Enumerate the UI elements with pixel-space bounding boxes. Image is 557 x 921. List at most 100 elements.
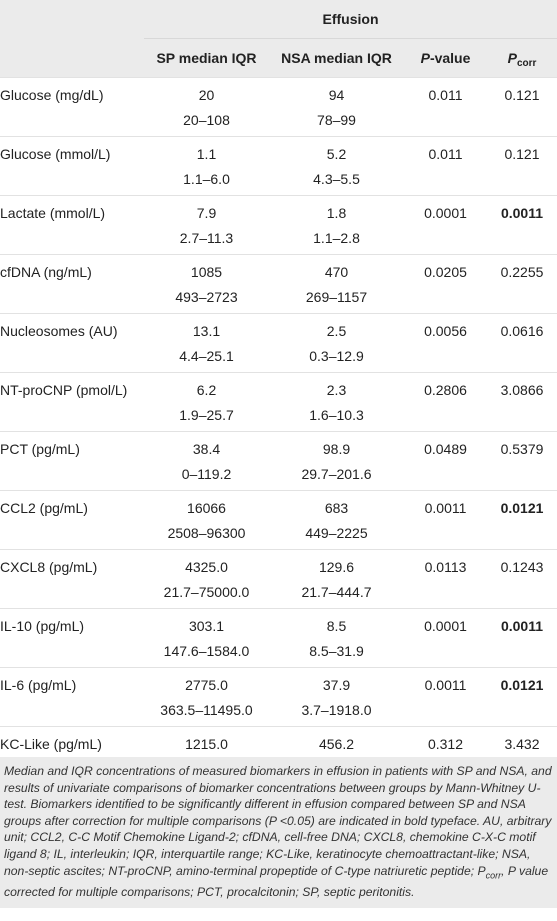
effusion-group-label: Effusion [144,0,557,39]
empty-cell [0,697,144,727]
table-row: IL-6 (pg/mL) 2775.0 37.9 0.0011 0.0121 [0,667,557,697]
empty-cell [404,461,487,491]
nsa-median: 5.2 [269,136,404,166]
nsa-median: 2.3 [269,372,404,402]
empty-cell [487,461,557,491]
sp-iqr: 4.4–25.1 [179,347,234,364]
nsa-iqr: 78–99 [317,111,356,128]
table-row-iqr: 4.4–25.1 0.3–12.9 [0,343,557,373]
sp-median: 303.1 [144,608,269,638]
nsa-iqr: 3.7–1918.0 [301,701,372,718]
empty-cell [0,343,144,373]
table-row: KC-Like (pg/mL) 1215.0 456.2 0.312 3.432 [0,726,557,756]
empty-cell [404,343,487,373]
nsa-iqr: 269–1157 [305,288,368,305]
col-header-pcorr: Pcorr [487,38,557,78]
biomarker-name: CXCL8 (pg/mL) [0,549,144,579]
column-header-row: SP median IQR NSA median IQR P-value Pco… [0,38,557,78]
empty-cell [487,402,557,432]
table-row-iqr: 493–2723 269–1157 [0,284,557,314]
biomarker-name: IL-6 (pg/mL) [0,667,144,697]
empty-cell [404,638,487,668]
p-value: 0.0011 [404,490,487,520]
p-corr-value: 0.5379 [487,431,557,461]
nsa-median: 683 [269,490,404,520]
p-value: 0.0056 [404,313,487,343]
nsa-iqr: 449–2225 [305,524,368,541]
empty-cell [487,284,557,314]
nsa-median: 98.9 [269,431,404,461]
empty-cell [0,579,144,609]
table-row: Nucleosomes (AU) 13.1 2.5 0.0056 0.0616 [0,313,557,343]
p-value: 0.0011 [404,667,487,697]
biomarker-name: NT-proCNP (pmol/L) [0,372,144,402]
sp-median: 4325.0 [144,549,269,579]
empty-cell [487,697,557,727]
empty-cell [487,225,557,255]
empty-cell [404,579,487,609]
nsa-median: 2.5 [269,313,404,343]
p-corr-value: 0.0011 [487,195,557,225]
sp-median: 2775.0 [144,667,269,697]
nsa-median: 129.6 [269,549,404,579]
col-header-sp: SP median IQR [144,38,269,78]
p-corr-value: 0.121 [487,77,557,107]
empty-cell [0,284,144,314]
p-value: 0.0205 [404,254,487,284]
col-header-nsa: NSA median IQR [269,38,404,78]
empty-cell [404,402,487,432]
empty-cell [487,579,557,609]
empty-cell [404,284,487,314]
biomarker-name: IL-10 (pg/mL) [0,608,144,638]
p-corr-value: 3.432 [487,726,557,756]
p-value: 0.011 [404,136,487,166]
p-value: 0.0113 [404,549,487,579]
p-value: 0.312 [404,726,487,756]
nsa-iqr: 1.6–10.3 [309,406,364,423]
nsa-iqr: 4.3–5.5 [313,170,360,187]
table-row: Glucose (mmol/L) 1.1 5.2 0.011 0.121 [0,136,557,166]
empty-cell [404,225,487,255]
nsa-median: 8.5 [269,608,404,638]
biomarker-table: Effusion SP median IQR NSA median IQR P-… [0,0,557,777]
table-row-iqr: 1.9–25.7 1.6–10.3 [0,402,557,432]
biomarker-name: CCL2 (pg/mL) [0,490,144,520]
empty-cell [0,107,144,137]
table-row-iqr: 147.6–1584.0 8.5–31.9 [0,638,557,668]
table-row: cfDNA (ng/mL) 1085 470 0.0205 0.2255 [0,254,557,284]
nsa-median: 456.2 [269,726,404,756]
p-corr-value: 3.0866 [487,372,557,402]
table-row-iqr: 21.7–75000.0 21.7–444.7 [0,579,557,609]
sp-iqr: 363.5–11495.0 [160,701,253,718]
p-corr-value: 0.0011 [487,608,557,638]
empty-cell [487,343,557,373]
sp-median: 7.9 [144,195,269,225]
nsa-median: 1.8 [269,195,404,225]
sp-iqr: 0–119.2 [181,465,232,482]
table-row: Glucose (mg/dL) 20 94 0.011 0.121 [0,77,557,107]
table-row-iqr: 2508–96300 449–2225 [0,520,557,550]
empty-cell [0,402,144,432]
nsa-median: 37.9 [269,667,404,697]
sp-iqr: 1.9–25.7 [179,406,234,423]
empty-cell [404,166,487,196]
biomarker-name: Glucose (mmol/L) [0,136,144,166]
sp-median: 20 [144,77,269,107]
nsa-iqr: 8.5–31.9 [309,642,364,659]
p-value: 0.0001 [404,195,487,225]
table-row: PCT (pg/mL) 38.4 98.9 0.0489 0.5379 [0,431,557,461]
sp-iqr: 2508–96300 [167,524,246,541]
p-corr-value: 0.0121 [487,490,557,520]
nsa-iqr: 0.3–12.9 [309,347,364,364]
empty-cell [404,107,487,137]
empty-cell [487,638,557,668]
group-header-row: Effusion [0,0,557,39]
biomarker-name: PCT (pg/mL) [0,431,144,461]
nsa-median: 470 [269,254,404,284]
table-row: CXCL8 (pg/mL) 4325.0 129.6 0.0113 0.1243 [0,549,557,579]
nsa-iqr: 29.7–201.6 [301,465,372,482]
empty-cell [0,638,144,668]
sp-iqr: 1.1–6.0 [183,170,230,187]
p-value: 0.2806 [404,372,487,402]
empty-cell [0,520,144,550]
